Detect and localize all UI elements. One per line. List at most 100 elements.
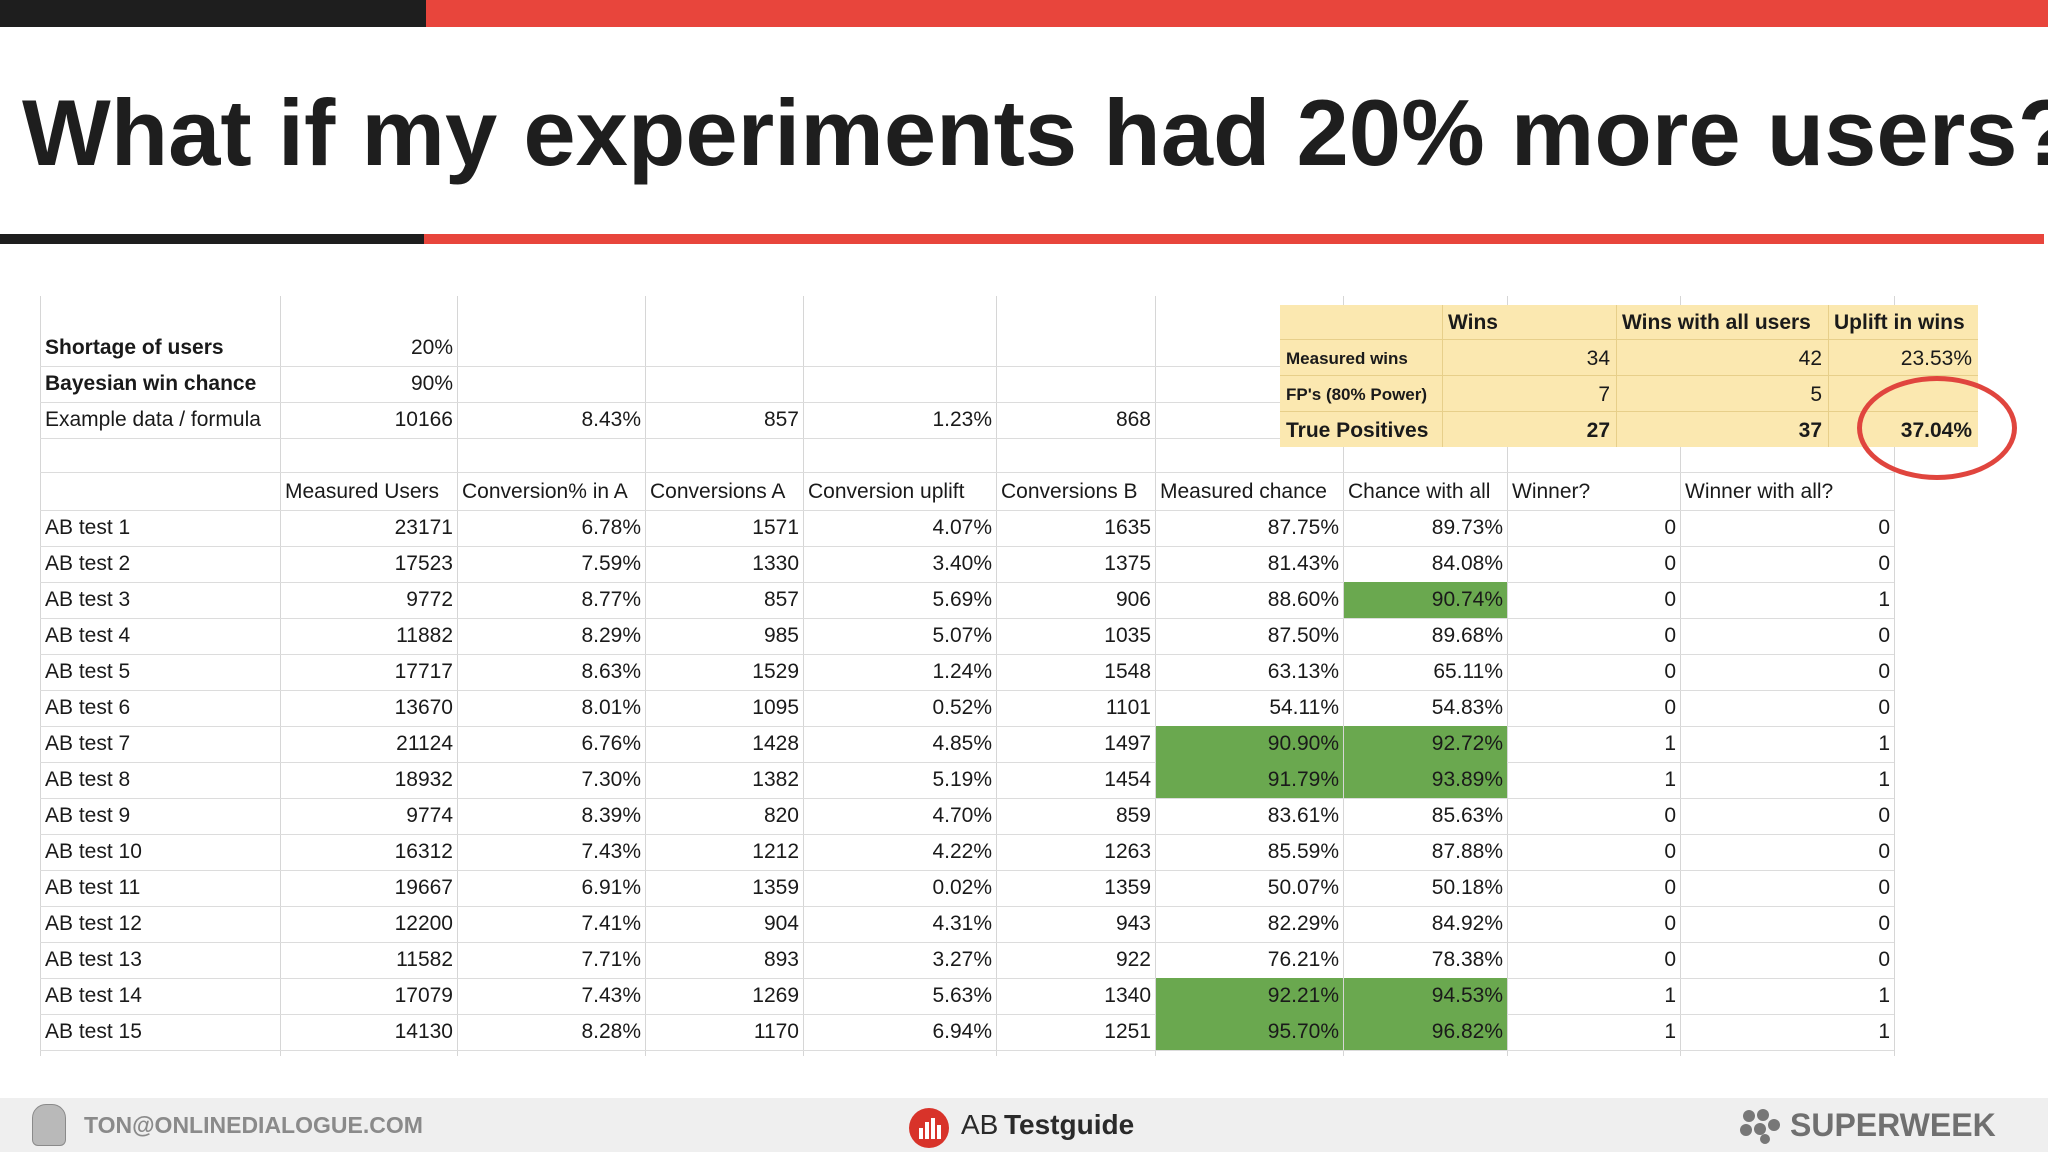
table-cell: 1095 xyxy=(752,696,799,719)
table-cell: 1359 xyxy=(1104,876,1151,899)
table-cell: 1170 xyxy=(753,1020,799,1043)
table-cell: 906 xyxy=(1115,588,1151,611)
summary-header: Wins with all users xyxy=(1622,311,1811,334)
table-cell: 0 xyxy=(1664,624,1676,647)
table-cell: 859 xyxy=(1115,804,1151,827)
row-label: AB test 12 xyxy=(45,912,142,935)
table-cell: 7.59% xyxy=(581,552,641,575)
table-cell: 1 xyxy=(1878,1020,1890,1043)
row-gridline xyxy=(40,1014,1894,1015)
table-cell: 893 xyxy=(763,948,799,971)
table-cell: 23171 xyxy=(394,516,453,539)
table-cell: 0 xyxy=(1878,552,1890,575)
table-cell: 85.63% xyxy=(1431,804,1503,827)
table-cell: 857 xyxy=(763,588,799,611)
table-cell: 0 xyxy=(1878,912,1890,935)
table-cell: 84.08% xyxy=(1431,552,1503,575)
table-cell: 5.63% xyxy=(932,984,992,1007)
table-cell: 1330 xyxy=(752,552,799,575)
row-gridline xyxy=(40,870,1894,871)
table-cell: 6.91% xyxy=(581,876,641,899)
summary-wins: 27 xyxy=(1586,419,1610,442)
summary-row-label: True Positives xyxy=(1286,419,1429,442)
table-cell: 0 xyxy=(1664,840,1676,863)
column-gridline xyxy=(1343,296,1344,1056)
table-cell: 0 xyxy=(1878,696,1890,719)
row-label: AB test 5 xyxy=(45,660,131,683)
row-gridline xyxy=(40,618,1894,619)
table-cell: 904 xyxy=(763,912,799,935)
table-cell: 0 xyxy=(1664,588,1676,611)
table-cell: 1101 xyxy=(1105,696,1151,719)
divider-red-bar xyxy=(424,234,2044,244)
column-gridline xyxy=(996,296,997,1056)
table-cell: 0 xyxy=(1878,660,1890,683)
table-cell: 8.77% xyxy=(581,588,641,611)
row-gridline xyxy=(40,654,1894,655)
summary-gridline xyxy=(1828,305,1829,447)
table-cell: 1340 xyxy=(1104,984,1151,1007)
table-cell: 1428 xyxy=(752,732,799,755)
table-cell: 0 xyxy=(1664,804,1676,827)
row-gridline xyxy=(40,438,1894,439)
row-gridline xyxy=(40,834,1894,835)
row-gridline xyxy=(40,762,1894,763)
table-cell: 0 xyxy=(1664,912,1676,935)
highlight-circle xyxy=(1857,376,2017,480)
table-cell: 985 xyxy=(763,624,799,647)
row-label: AB test 15 xyxy=(45,1020,142,1043)
table-cell: 4.70% xyxy=(932,804,992,827)
spreadsheet: Shortage of users 20% Bayesian win chance 9… xyxy=(40,296,1895,1056)
table-cell: 0 xyxy=(1878,804,1890,827)
table-cell: 96.82% xyxy=(1344,1014,1507,1050)
avatar xyxy=(32,1104,66,1146)
table-cell: 12200 xyxy=(394,912,453,935)
table-cell: 0 xyxy=(1878,840,1890,863)
row-gridline xyxy=(40,906,1894,907)
param-value: 10166 xyxy=(394,408,453,431)
row-label: AB test 2 xyxy=(45,552,131,575)
table-header: Measured Users xyxy=(285,480,440,503)
table-cell: 1.24% xyxy=(932,660,992,683)
table-cell: 3.27% xyxy=(932,948,992,971)
param-conversions-b: 868 xyxy=(1115,408,1151,431)
row-label: AB test 3 xyxy=(45,588,131,611)
table-cell: 18932 xyxy=(394,768,453,791)
footer: TON@ONLINEDIALOGUE.COM AB Testguide SUPE… xyxy=(0,1098,2048,1152)
column-gridline xyxy=(645,296,646,1056)
table-cell: 0 xyxy=(1664,516,1676,539)
table-cell: 82.29% xyxy=(1267,912,1339,935)
table-cell: 1 xyxy=(1664,732,1676,755)
footer-brand-prefix: AB xyxy=(961,1109,999,1140)
summary-row-label: FP's (80% Power) xyxy=(1286,385,1428,404)
param-conversion-a: 8.43% xyxy=(581,408,641,431)
row-label: AB test 1 xyxy=(45,516,131,539)
table-cell: 1548 xyxy=(1104,660,1151,683)
param-label: Bayesian win chance xyxy=(45,372,257,395)
summary-wins-all: 37 xyxy=(1798,419,1822,442)
column-gridline xyxy=(280,296,281,1056)
summary-wins: 7 xyxy=(1598,383,1610,406)
table-cell: 1382 xyxy=(752,768,799,791)
table-cell: 87.75% xyxy=(1267,516,1339,539)
table-cell: 1 xyxy=(1878,588,1890,611)
divider-dark-bar xyxy=(0,234,424,244)
table-cell: 7.41% xyxy=(581,912,641,935)
table-cell: 0 xyxy=(1878,516,1890,539)
summary-wins-all: 5 xyxy=(1810,383,1822,406)
table-cell: 0 xyxy=(1664,876,1676,899)
row-gridline xyxy=(40,942,1894,943)
row-label: AB test 6 xyxy=(45,696,131,719)
table-cell: 6.78% xyxy=(581,516,641,539)
table-header: Winner? xyxy=(1512,480,1591,503)
table-cell: 1212 xyxy=(752,840,799,863)
table-cell: 11582 xyxy=(396,948,453,971)
table-cell: 9772 xyxy=(406,588,453,611)
table-cell: 11882 xyxy=(396,624,453,647)
row-gridline xyxy=(40,510,1894,511)
table-cell: 7.43% xyxy=(581,840,641,863)
table-cell: 89.68% xyxy=(1431,624,1503,647)
table-cell: 3.40% xyxy=(932,552,992,575)
superweek-logo-icon xyxy=(1740,1108,1782,1144)
table-cell: 1375 xyxy=(1104,552,1151,575)
